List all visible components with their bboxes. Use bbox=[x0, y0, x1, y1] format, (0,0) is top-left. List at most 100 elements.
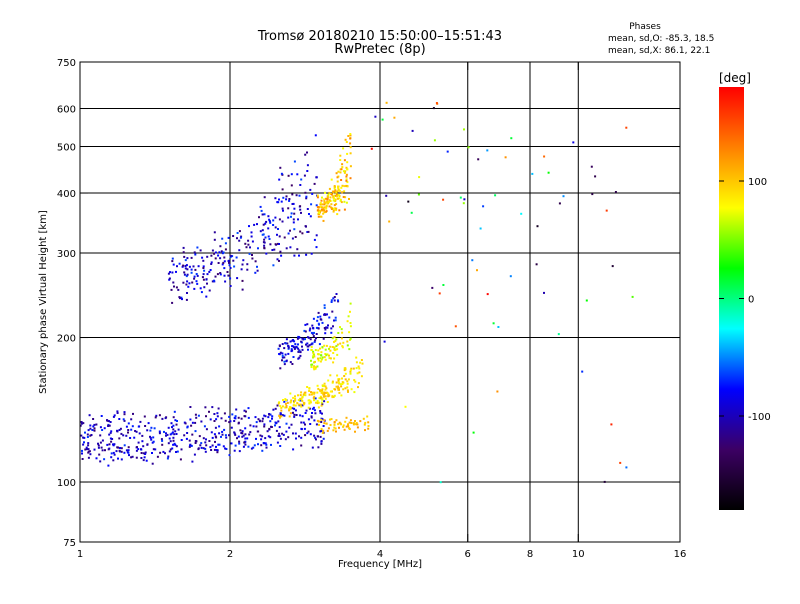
data-point bbox=[336, 180, 339, 183]
data-point bbox=[332, 429, 335, 432]
data-point bbox=[346, 168, 349, 171]
data-point bbox=[79, 424, 82, 427]
data-point bbox=[300, 421, 303, 424]
data-point bbox=[311, 391, 314, 394]
data-point bbox=[221, 430, 224, 433]
data-point bbox=[333, 426, 336, 429]
data-point bbox=[323, 422, 326, 425]
data-point bbox=[181, 265, 184, 268]
data-point bbox=[329, 418, 331, 421]
data-point bbox=[299, 205, 302, 208]
data-point bbox=[316, 194, 319, 197]
data-point bbox=[136, 446, 138, 449]
data-point bbox=[334, 340, 337, 343]
data-point bbox=[236, 277, 239, 280]
data-point bbox=[247, 243, 250, 246]
data-point bbox=[288, 407, 291, 410]
colorbar-tick-label: -100 bbox=[748, 412, 771, 423]
data-point bbox=[191, 460, 194, 463]
data-point bbox=[268, 427, 271, 430]
data-point bbox=[251, 257, 254, 260]
data-point bbox=[213, 448, 216, 451]
data-point bbox=[383, 340, 386, 343]
data-point bbox=[279, 367, 282, 370]
data-point bbox=[282, 399, 284, 401]
data-point bbox=[319, 205, 322, 208]
data-point bbox=[332, 352, 335, 354]
data-point bbox=[176, 265, 178, 268]
data-point bbox=[336, 374, 339, 377]
data-point bbox=[208, 289, 211, 292]
data-point bbox=[214, 440, 216, 443]
data-point bbox=[307, 348, 309, 351]
data-point bbox=[190, 271, 193, 274]
data-point bbox=[161, 417, 164, 420]
data-point bbox=[194, 253, 197, 256]
data-point bbox=[334, 388, 337, 391]
data-point bbox=[333, 340, 335, 343]
data-point bbox=[353, 379, 356, 382]
data-point bbox=[329, 390, 332, 393]
data-point bbox=[320, 215, 323, 218]
data-point bbox=[320, 404, 323, 407]
data-point bbox=[176, 450, 179, 453]
data-point bbox=[216, 415, 219, 418]
data-point bbox=[293, 347, 296, 350]
data-point bbox=[343, 159, 346, 162]
data-point bbox=[268, 413, 271, 416]
data-point bbox=[272, 408, 275, 411]
data-point bbox=[271, 417, 273, 420]
data-point bbox=[294, 399, 297, 402]
data-point bbox=[331, 390, 333, 393]
data-point bbox=[309, 433, 312, 436]
data-point bbox=[316, 400, 319, 403]
data-point bbox=[340, 385, 343, 388]
data-point bbox=[385, 194, 388, 197]
data-point bbox=[86, 436, 89, 438]
data-point bbox=[342, 170, 345, 173]
data-point bbox=[315, 176, 318, 179]
data-point bbox=[263, 414, 266, 417]
data-point bbox=[341, 346, 344, 349]
data-point bbox=[279, 416, 281, 419]
data-point bbox=[338, 189, 341, 192]
data-point bbox=[278, 218, 281, 221]
data-point bbox=[194, 430, 197, 433]
x-tick-label: 8 bbox=[527, 549, 533, 560]
data-point bbox=[543, 155, 546, 158]
data-point bbox=[319, 357, 322, 360]
data-point bbox=[312, 352, 315, 355]
data-point bbox=[194, 421, 197, 424]
data-point bbox=[410, 211, 413, 214]
data-point bbox=[318, 389, 321, 392]
data-point bbox=[183, 255, 186, 258]
data-point bbox=[186, 273, 189, 276]
data-point bbox=[264, 442, 267, 445]
data-point bbox=[327, 427, 330, 430]
data-point bbox=[312, 354, 315, 357]
data-point bbox=[249, 246, 251, 249]
data-point bbox=[319, 435, 322, 438]
data-point bbox=[330, 178, 333, 181]
data-point bbox=[251, 240, 254, 243]
data-point bbox=[310, 349, 313, 351]
data-point bbox=[316, 419, 319, 422]
data-point bbox=[323, 344, 326, 347]
data-point bbox=[219, 257, 222, 260]
data-point bbox=[374, 115, 377, 118]
data-point bbox=[310, 331, 313, 334]
data-point bbox=[333, 336, 336, 339]
data-point bbox=[335, 203, 338, 206]
data-point bbox=[306, 323, 309, 326]
data-point bbox=[319, 203, 322, 206]
data-point bbox=[320, 440, 323, 443]
data-point bbox=[370, 147, 373, 150]
data-point bbox=[353, 391, 356, 394]
data-point bbox=[224, 447, 227, 450]
data-point bbox=[244, 427, 247, 430]
data-point bbox=[332, 297, 335, 300]
data-point bbox=[224, 242, 227, 245]
data-point bbox=[328, 316, 331, 319]
data-point bbox=[162, 450, 165, 453]
data-point bbox=[116, 410, 119, 413]
